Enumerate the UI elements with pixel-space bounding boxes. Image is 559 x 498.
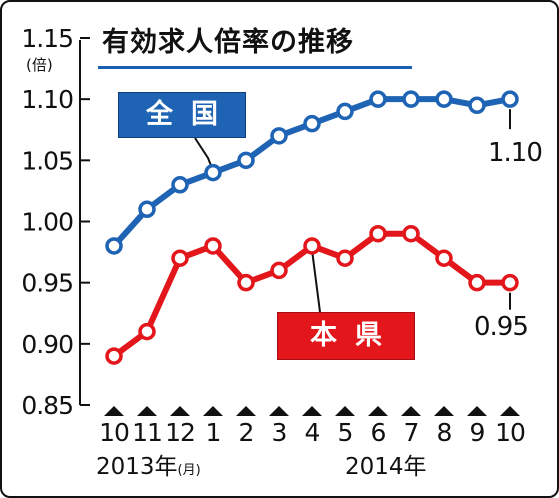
title-underline: [98, 66, 412, 69]
x-tick-label: 8: [437, 418, 452, 447]
x-tick-label: 5: [338, 418, 353, 447]
x-tick-label: 1: [206, 418, 221, 447]
x-tick-marker: [203, 406, 223, 416]
y-tick-label: 1.05: [21, 146, 73, 175]
x-tick-marker: [236, 406, 256, 416]
data-point: [468, 273, 486, 292]
y-tick-label: 1.00: [21, 208, 73, 237]
data-point: [501, 90, 519, 108]
year-label-2014-text: 2014年: [345, 454, 427, 480]
x-tick-marker: [302, 406, 322, 416]
x-tick-marker: [467, 406, 487, 416]
y-axis-unit: (倍): [26, 56, 53, 74]
legend-label-national: 全国: [118, 92, 246, 138]
data-point: [171, 249, 189, 267]
data-point: [336, 249, 354, 267]
x-tick-label: 7: [404, 418, 419, 447]
x-tick-marker: [104, 406, 124, 416]
x-tick-marker: [137, 406, 157, 416]
data-point: [369, 90, 387, 108]
x-tick-marker: [269, 406, 289, 416]
x-tick-marker: [434, 406, 454, 416]
data-point: [237, 273, 255, 292]
x-tick-marker: [401, 406, 421, 416]
x-tick-label: 2: [239, 418, 254, 447]
chart-title: 有効求人倍率の推移: [102, 27, 354, 58]
data-point: [303, 114, 321, 133]
data-point: [171, 176, 189, 194]
data-point: [402, 90, 420, 108]
data-point: [468, 96, 486, 115]
end-label-national: 1.10: [488, 138, 543, 168]
data-point: [204, 163, 222, 182]
x-tick-marker: [368, 406, 388, 416]
data-point: [105, 237, 123, 255]
x-tick-label: 3: [272, 418, 287, 447]
data-point: [270, 261, 288, 280]
x-tick-marker: [170, 406, 190, 416]
end-label-prefecture: 0.95: [474, 312, 529, 342]
data-point: [369, 224, 387, 243]
callout-line-prefecture: [311, 249, 321, 313]
y-tick-label: 0.95: [21, 269, 73, 298]
x-tick-label: 12: [165, 418, 195, 447]
year-label-2013: 2013年(月): [96, 447, 201, 481]
year-label-2013-text: 2013年: [96, 454, 178, 480]
y-tick-label: 0.85: [21, 391, 73, 420]
data-point: [435, 90, 453, 108]
year-label-2014: 2014年: [345, 447, 427, 481]
x-tick-label: 4: [305, 418, 320, 447]
x-tick-label: 9: [470, 418, 485, 447]
data-point: [501, 273, 519, 292]
x-tick-marker: [335, 406, 355, 416]
data-point: [435, 249, 453, 267]
y-tick-label: 1.15: [21, 24, 73, 53]
data-point: [105, 347, 123, 365]
x-tick-label: 10: [99, 418, 129, 447]
data-point: [303, 237, 321, 255]
data-point: [138, 200, 156, 219]
x-tick-label: 10: [495, 418, 525, 447]
data-point: [402, 224, 420, 243]
x-tick-label: 11: [132, 418, 162, 447]
x-tick-marker: [500, 406, 520, 416]
data-point: [204, 237, 222, 255]
data-point: [138, 322, 156, 341]
y-tick-label: 1.10: [21, 85, 73, 114]
data-point: [270, 127, 288, 145]
data-point: [336, 102, 354, 121]
data-point: [237, 151, 255, 170]
x-tick-label: 6: [371, 418, 386, 447]
month-unit-label: (月): [177, 463, 201, 478]
legend-label-prefecture: 本県: [277, 312, 415, 360]
y-tick-label: 0.90: [21, 330, 73, 359]
